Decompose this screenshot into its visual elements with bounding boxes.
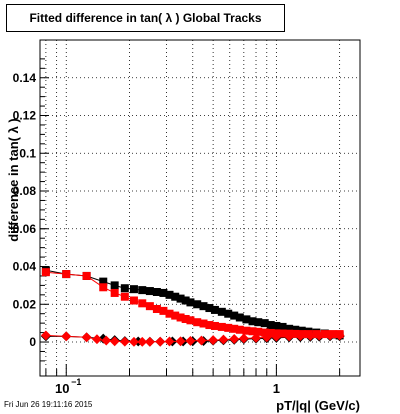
data-point	[181, 314, 190, 323]
data-point	[285, 324, 294, 333]
data-point	[176, 313, 185, 322]
data-point	[164, 336, 175, 347]
x-tick-exponent: −1	[71, 377, 81, 387]
data-point	[193, 318, 202, 327]
data-point	[159, 306, 168, 315]
data-point	[62, 270, 71, 279]
data-point	[235, 313, 244, 322]
data-point	[224, 323, 233, 332]
data-point	[260, 328, 269, 337]
data-point	[248, 327, 257, 336]
data-point	[266, 321, 275, 330]
data-point	[217, 307, 226, 316]
data-point	[175, 336, 186, 347]
data-point	[99, 277, 108, 286]
data-point	[230, 311, 239, 320]
y-tick-label: 0.14	[13, 71, 37, 85]
data-point	[291, 329, 300, 338]
data-point	[176, 294, 185, 303]
data-point	[305, 330, 316, 341]
data-point	[254, 318, 263, 327]
data-point	[320, 330, 329, 339]
data-point	[210, 321, 219, 330]
data-point	[171, 311, 180, 320]
data-point	[284, 331, 295, 342]
data-point	[266, 328, 275, 337]
data-point	[171, 292, 180, 301]
data-point	[334, 330, 345, 341]
data-point	[218, 334, 229, 345]
data-point	[325, 330, 335, 341]
x-axis-label: pT/|q| (GeV/c)	[276, 398, 360, 413]
data-point	[41, 268, 50, 277]
data-point	[129, 296, 138, 305]
data-point	[295, 331, 306, 341]
data-point	[185, 335, 196, 346]
data-point	[165, 290, 174, 299]
data-point	[261, 332, 272, 343]
data-point	[120, 284, 129, 293]
data-point	[144, 336, 155, 347]
data-point	[235, 325, 244, 334]
data-point	[145, 287, 154, 296]
data-point	[272, 321, 281, 330]
data-point	[199, 319, 208, 328]
data-point	[260, 319, 269, 328]
data-point	[238, 333, 249, 344]
data-point	[199, 302, 208, 311]
data-point	[271, 331, 282, 342]
data-point	[242, 326, 251, 335]
data-point	[229, 334, 240, 344]
data-point	[152, 288, 161, 296]
data-point	[186, 298, 195, 307]
data-point	[110, 288, 119, 297]
data-point	[155, 336, 166, 347]
data-point	[120, 292, 129, 301]
data-point	[254, 327, 263, 336]
data-point	[129, 336, 139, 347]
data-point	[138, 299, 147, 308]
chart-title: Fitted difference in tan( λ ) Global Tra…	[6, 4, 285, 32]
data-point	[186, 316, 195, 325]
data-point	[224, 309, 233, 318]
data-point	[217, 322, 226, 331]
y-axis-label: difference in tan( λ )	[6, 118, 21, 242]
data-point	[110, 281, 119, 290]
y-tick-label: 0.06	[13, 222, 37, 236]
data-point	[278, 322, 287, 331]
y-tick-label: 0	[29, 335, 36, 349]
data-point	[159, 288, 168, 297]
x-tick-label: 10	[55, 381, 69, 396]
data-point	[137, 336, 148, 347]
y-tick-label: 0.04	[13, 260, 37, 274]
data-point	[181, 296, 190, 305]
data-point	[314, 330, 325, 341]
data-point	[291, 325, 300, 334]
data-point	[210, 305, 219, 314]
data-point	[152, 304, 161, 313]
data-point	[145, 302, 154, 311]
timestamp: Fri Jun 26 19:11:16 2015	[4, 400, 93, 409]
data-point	[242, 315, 251, 324]
data-point	[196, 335, 207, 346]
x-tick-label: 1	[273, 381, 280, 396]
data-point	[82, 271, 91, 280]
data-point	[248, 317, 257, 326]
data-point	[99, 283, 108, 292]
data-point	[205, 304, 214, 313]
y-tick-label: 0.1	[19, 146, 36, 160]
y-tick-label: 0.12	[13, 109, 37, 123]
y-tick-label: 0.02	[13, 297, 37, 311]
data-point	[129, 285, 138, 294]
data-point	[230, 324, 239, 333]
data-point	[278, 329, 287, 338]
data-point	[165, 309, 174, 318]
data-point	[138, 286, 147, 295]
data-point	[205, 321, 214, 330]
y-tick-label: 0.08	[13, 184, 37, 198]
data-point	[251, 332, 261, 343]
data-point	[193, 300, 202, 309]
data-point	[208, 335, 219, 346]
